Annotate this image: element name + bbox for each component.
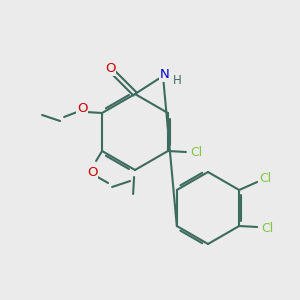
Text: N: N bbox=[160, 68, 170, 80]
Text: Cl: Cl bbox=[190, 146, 202, 160]
Text: Cl: Cl bbox=[261, 221, 273, 235]
Text: O: O bbox=[87, 166, 97, 178]
Text: O: O bbox=[105, 61, 115, 74]
Text: Cl: Cl bbox=[259, 172, 271, 184]
Text: H: H bbox=[172, 74, 182, 88]
Text: O: O bbox=[77, 101, 87, 115]
